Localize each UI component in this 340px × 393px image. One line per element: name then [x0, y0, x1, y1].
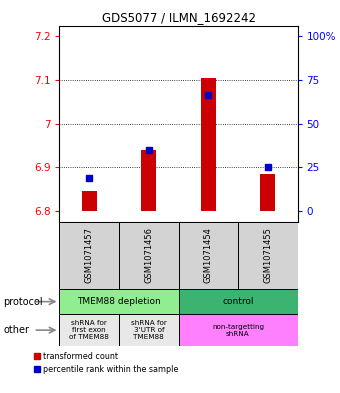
Text: GSM1071455: GSM1071455	[263, 228, 272, 283]
Bar	[141, 150, 156, 211]
Bar	[178, 289, 298, 314]
Title: GDS5077 / ILMN_1692242: GDS5077 / ILMN_1692242	[102, 11, 255, 24]
Text: GSM1071456: GSM1071456	[144, 228, 153, 283]
Text: non-targetting
shRNA: non-targetting shRNA	[212, 323, 264, 337]
Text: shRNA for
first exon
of TMEM88: shRNA for first exon of TMEM88	[69, 320, 109, 340]
Bar	[178, 222, 238, 289]
Text: shRNA for
3'UTR of
TMEM88: shRNA for 3'UTR of TMEM88	[131, 320, 167, 340]
Bar	[119, 222, 178, 289]
Bar	[59, 289, 178, 314]
Text: TMEM88 depletion: TMEM88 depletion	[77, 297, 161, 306]
Bar	[178, 314, 298, 346]
Text: protocol: protocol	[3, 297, 43, 307]
Bar	[59, 314, 119, 346]
Bar	[238, 222, 298, 289]
Legend: transformed count, percentile rank within the sample: transformed count, percentile rank withi…	[35, 352, 179, 374]
Text: GSM1071457: GSM1071457	[85, 228, 94, 283]
Bar	[201, 78, 216, 211]
Bar	[59, 222, 119, 289]
Bar	[260, 174, 275, 211]
Text: control: control	[222, 297, 254, 306]
Text: other: other	[3, 325, 29, 335]
Text: GSM1071454: GSM1071454	[204, 228, 213, 283]
Bar	[119, 314, 178, 346]
Bar	[82, 191, 97, 211]
